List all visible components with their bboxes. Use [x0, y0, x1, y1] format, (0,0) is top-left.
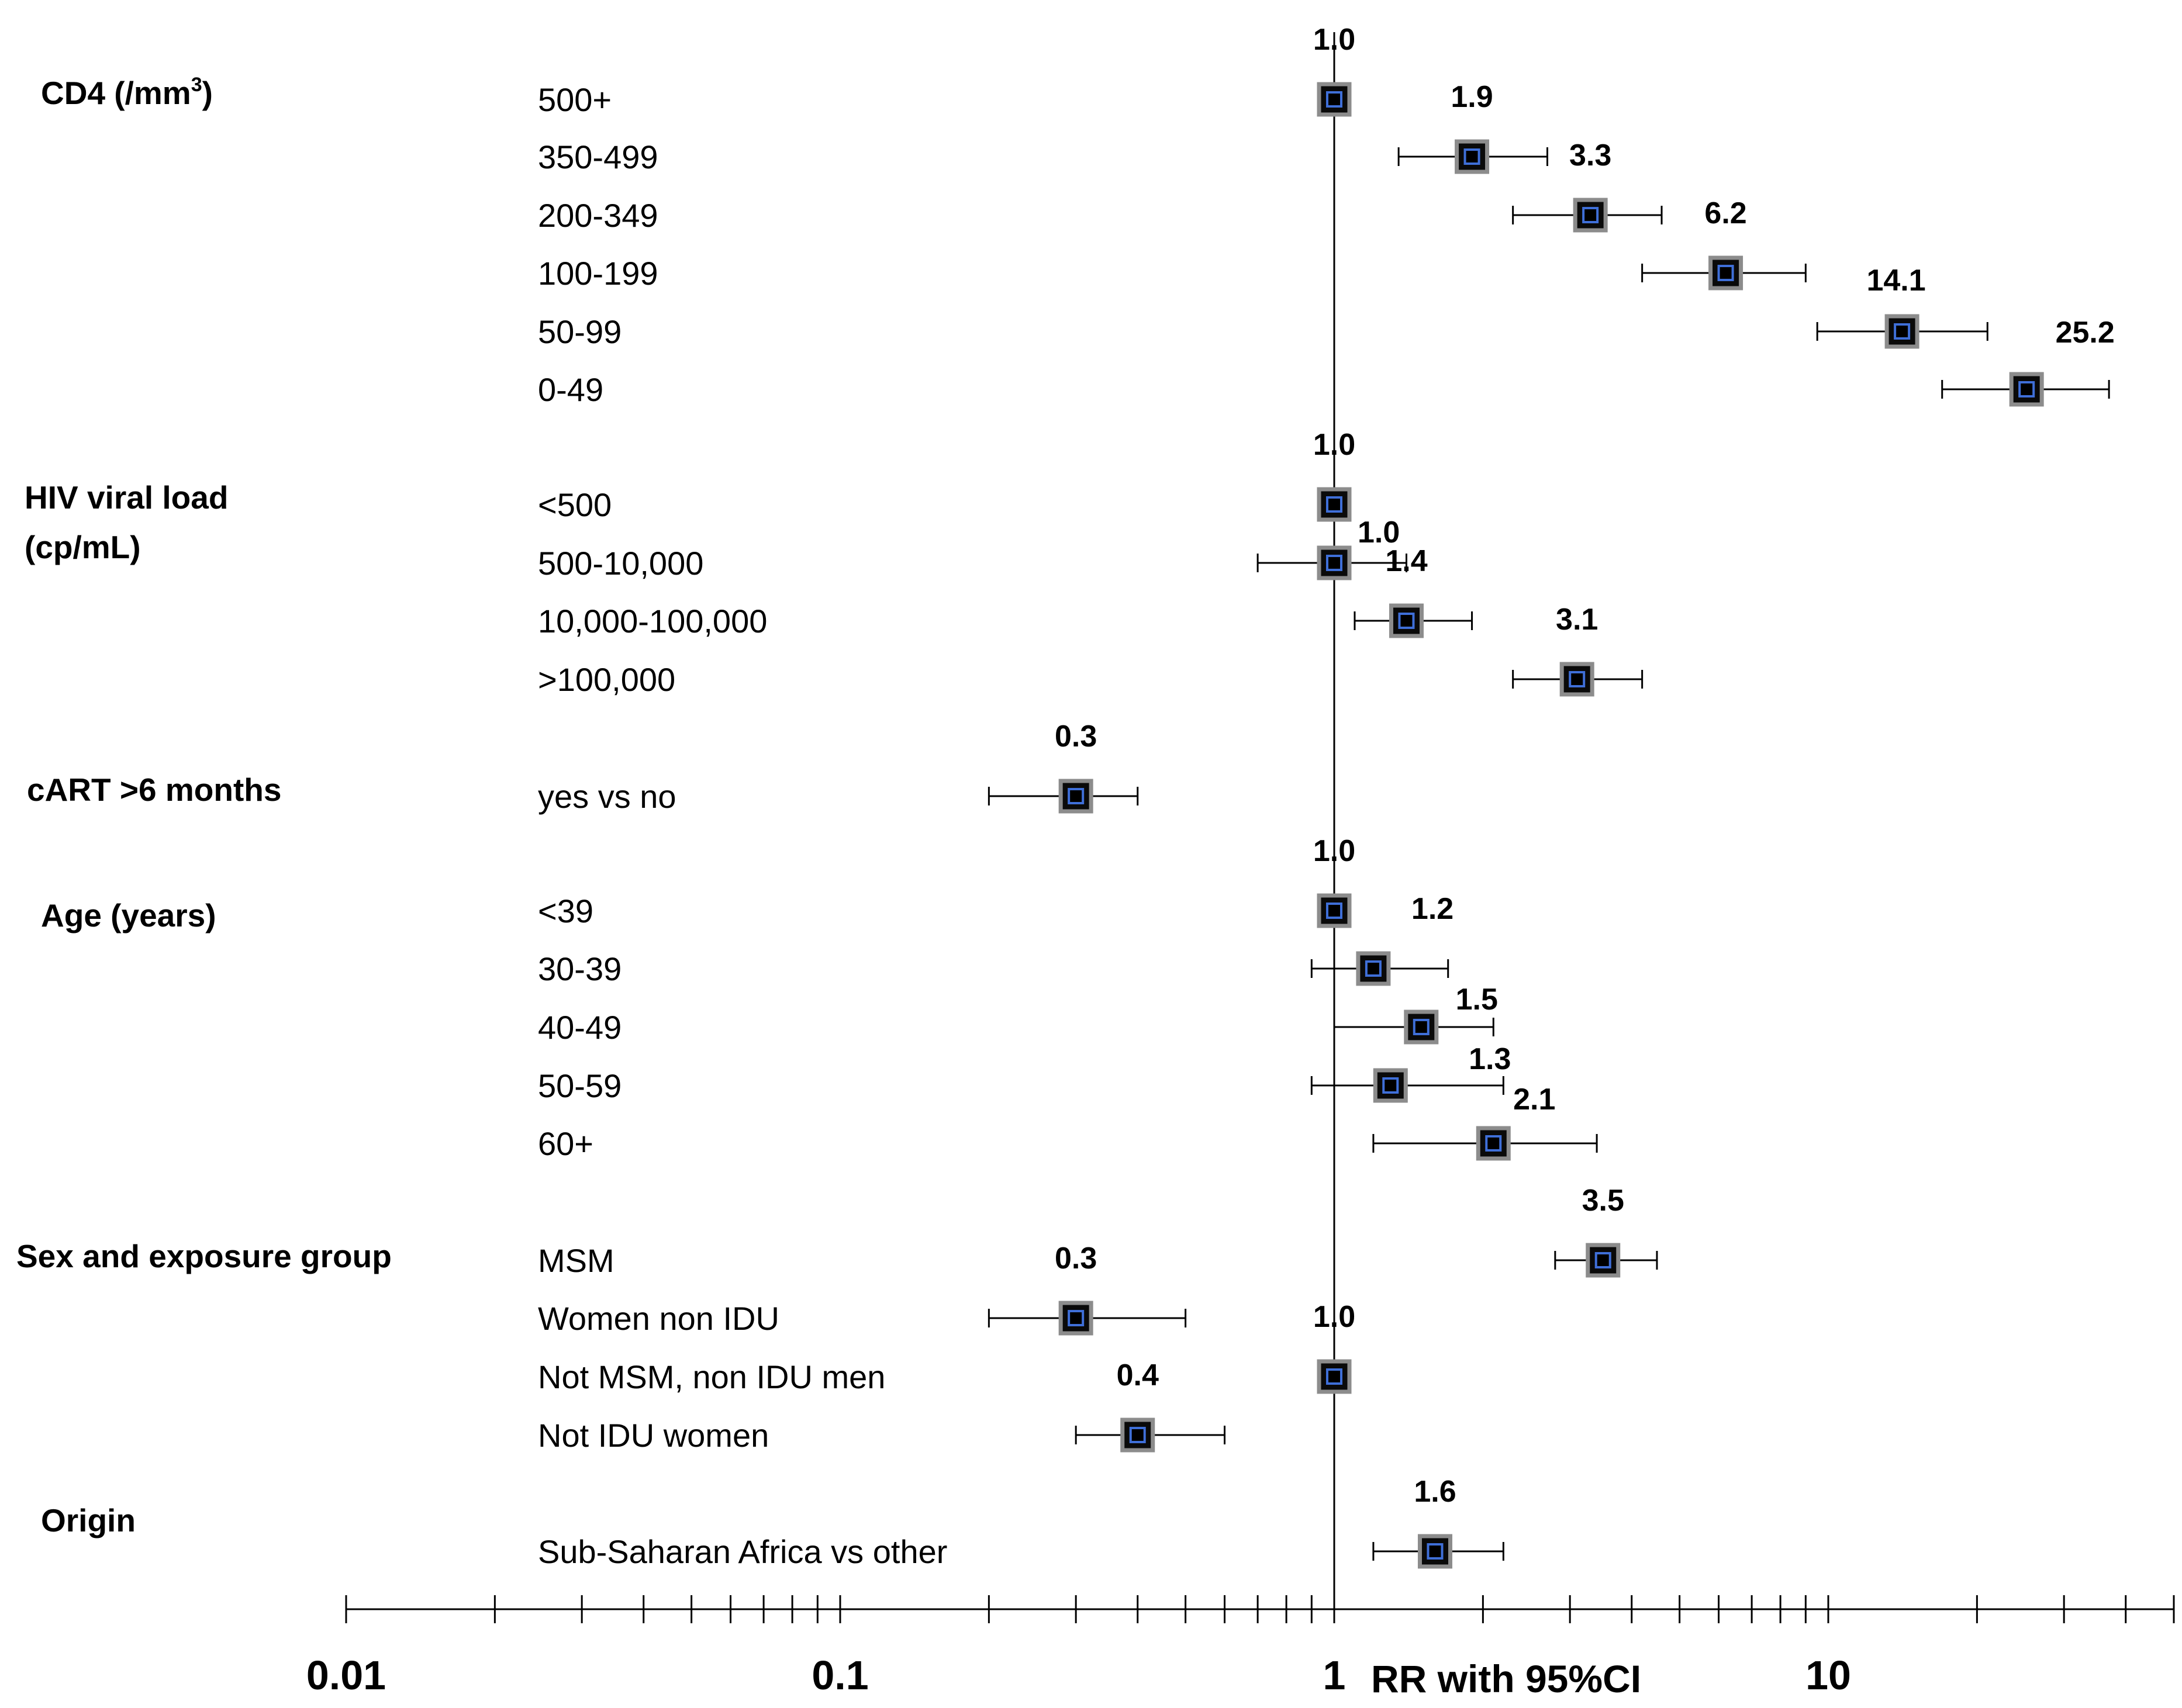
row-level-label: 50-99 — [538, 313, 622, 350]
point-estimate-core — [1326, 555, 1342, 571]
point-estimate-core — [1582, 207, 1599, 223]
point-estimate-core — [2018, 381, 2035, 397]
point-estimate-marker — [1573, 198, 1608, 233]
row-level-label: Not IDU women — [538, 1417, 769, 1454]
row-level-label: 30-39 — [538, 950, 622, 987]
row-level-label: <500 — [538, 486, 612, 523]
x-tick-label: 10 — [1805, 1652, 1851, 1698]
row-level-label: >100,000 — [538, 661, 675, 698]
value-label: 1.0 — [1313, 834, 1355, 868]
point-estimate-core — [1594, 1252, 1611, 1268]
group-label: Sex and exposure group — [16, 1238, 392, 1274]
row-level-label: 50-59 — [538, 1067, 622, 1104]
value-label: 1.0 — [1313, 428, 1355, 462]
point-estimate-core — [1326, 903, 1342, 919]
value-label: 0.3 — [1055, 1242, 1097, 1275]
group-label: cART >6 months — [27, 772, 282, 808]
row-level-label: yes vs no — [538, 778, 676, 815]
point-estimate-core — [1129, 1427, 1146, 1443]
point-estimate-core — [1326, 91, 1342, 108]
value-label: 3.5 — [1582, 1184, 1624, 1218]
value-label: 25.2 — [2056, 316, 2115, 350]
value-label: 3.3 — [1569, 139, 1611, 172]
x-axis-title: RR with 95%CI — [1371, 1657, 1641, 1700]
row-level-label: 100-199 — [538, 255, 658, 292]
point-estimate-core — [1463, 148, 1480, 165]
row-level-label: MSM — [538, 1242, 614, 1279]
x-axis: 0.01 0.1 1 10 — [306, 1595, 2175, 1698]
group-label-line2: (cp/mL) — [25, 529, 141, 565]
point-estimate-core — [1382, 1077, 1399, 1094]
row-level-label: 0-49 — [538, 371, 603, 408]
group-label: Age (years) — [41, 897, 216, 933]
point-estimate-marker — [1317, 893, 1352, 928]
point-estimate-core — [1068, 1310, 1085, 1326]
row-level-label: 200-349 — [538, 197, 658, 234]
x-tick-label: 0.1 — [812, 1652, 868, 1698]
value-label: 1.0 — [1313, 23, 1355, 57]
group-label-end: ) — [202, 75, 213, 111]
row-level-label: Women non IDU — [538, 1300, 779, 1337]
value-label: 1.9 — [1451, 80, 1493, 114]
point-estimate-marker — [1058, 779, 1093, 814]
x-tick-label: 1 — [1323, 1652, 1346, 1698]
row-level-label: 10,000-100,000 — [538, 603, 767, 639]
point-estimate-marker — [1120, 1417, 1155, 1453]
value-label: 14.1 — [1866, 264, 1925, 298]
row-level-label: 500+ — [538, 81, 612, 118]
group-label: HIV viral load — [25, 479, 228, 516]
value-label: 1.4 — [1385, 544, 1427, 578]
value-label: 1.0 — [1358, 516, 1400, 549]
point-estimate-core — [1365, 960, 1382, 977]
point-estimate-core — [1398, 613, 1415, 629]
point-estimate-core — [1717, 265, 1734, 281]
group-label: CD4 (/mm3) — [41, 74, 213, 111]
value-label: 0.3 — [1055, 720, 1097, 753]
value-label: 1.2 — [1411, 892, 1453, 926]
point-estimate-core — [1068, 788, 1085, 804]
row-level-label: 40-49 — [538, 1009, 622, 1046]
value-label: 0.4 — [1117, 1358, 1159, 1392]
x-tick-label: 0.01 — [306, 1652, 386, 1698]
row-level-label: Sub-Saharan Africa vs other — [538, 1533, 947, 1570]
value-label: 1.6 — [1414, 1475, 1456, 1509]
value-label: 1.0 — [1313, 1300, 1355, 1334]
point-estimate-core — [1569, 671, 1586, 687]
point-estimate-core — [1894, 323, 1911, 340]
row-level-label: <39 — [538, 893, 593, 929]
point-estimate-core — [1326, 1368, 1342, 1385]
row-level-label: Not MSM, non IDU men — [538, 1358, 885, 1395]
group-label: Origin — [41, 1502, 136, 1538]
value-label: 1.3 — [1469, 1042, 1511, 1076]
value-label: 3.1 — [1556, 603, 1598, 637]
row-level-label: 500-10,000 — [538, 545, 703, 582]
row-level-label: 60+ — [538, 1125, 593, 1162]
point-estimate-core — [1427, 1543, 1444, 1560]
group-label-superscript: 3 — [191, 74, 202, 96]
value-label: 1.5 — [1456, 983, 1498, 1016]
row-level-label: 350-499 — [538, 139, 658, 175]
point-estimate-core — [1326, 496, 1342, 513]
point-estimate-core — [1413, 1019, 1430, 1035]
point-estimate-marker — [1586, 1243, 1621, 1278]
value-label: 2.1 — [1513, 1083, 1555, 1116]
value-label: 6.2 — [1704, 196, 1746, 230]
point-estimate-marker — [1884, 314, 1919, 349]
point-estimate-core — [1485, 1135, 1502, 1152]
